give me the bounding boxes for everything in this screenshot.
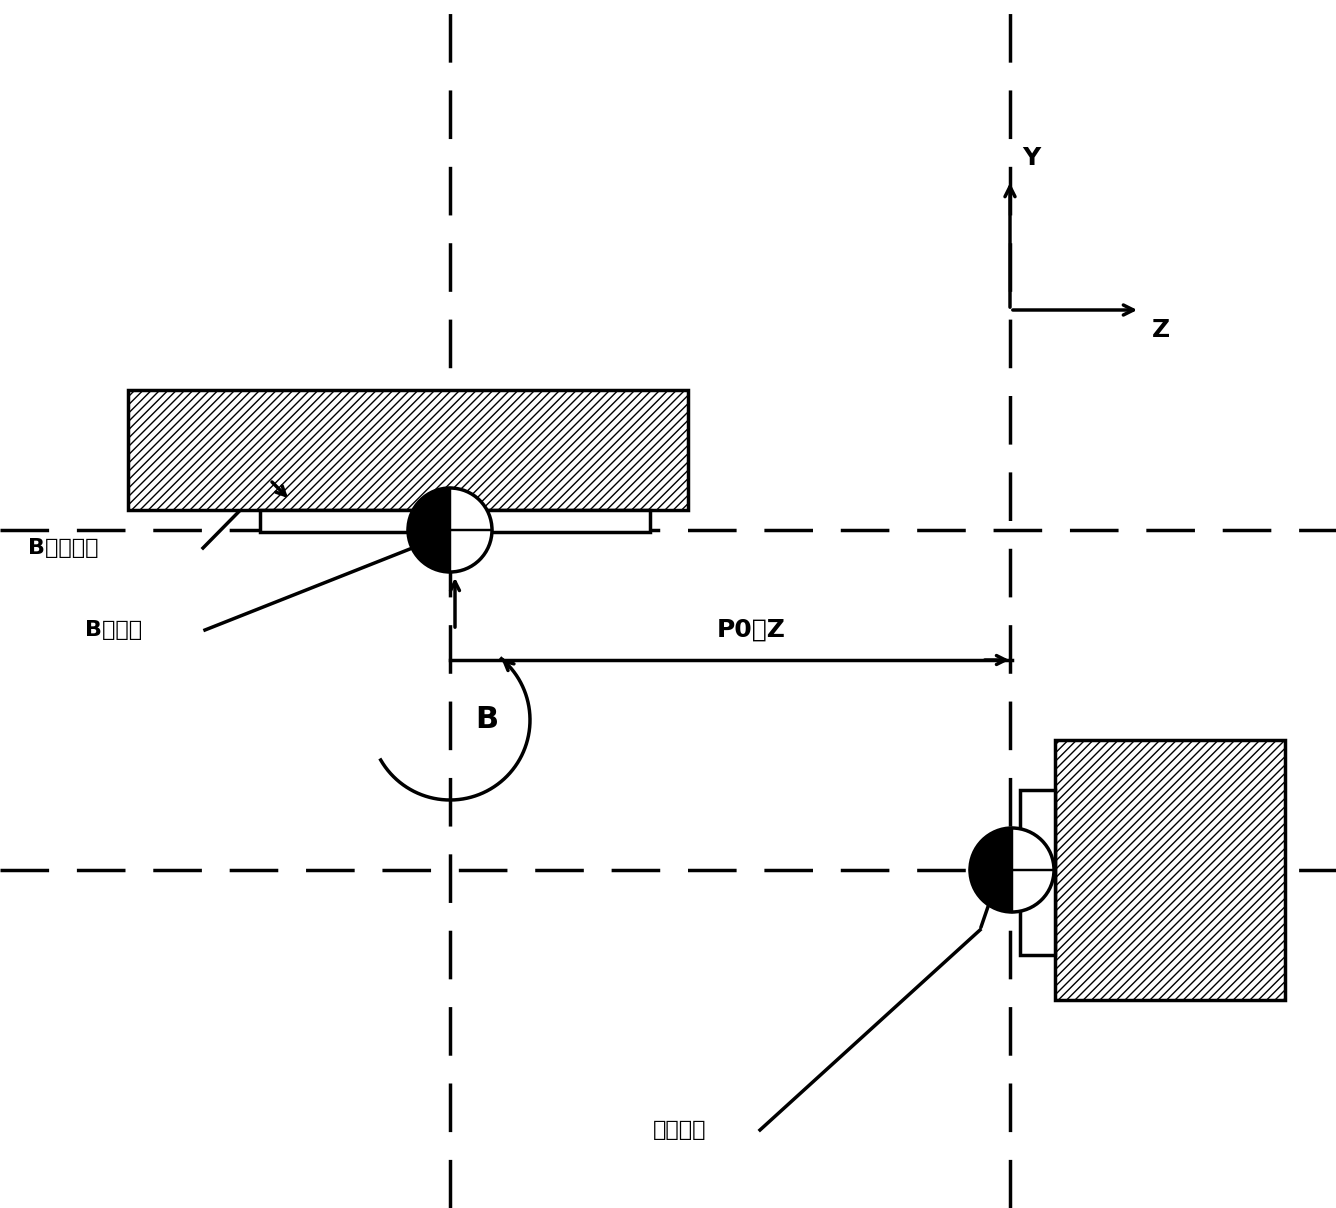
Text: Z: Z <box>1152 318 1170 342</box>
Bar <box>1019 790 1055 956</box>
Bar <box>1055 741 1285 1000</box>
Text: B轴工作台: B轴工作台 <box>28 538 99 558</box>
Circle shape <box>970 827 1054 912</box>
Bar <box>261 510 651 532</box>
Wedge shape <box>1011 827 1054 912</box>
Text: 主轴圆心: 主轴圆心 <box>653 1120 707 1140</box>
Text: B轴圆心: B轴圆心 <box>86 620 142 640</box>
Text: B: B <box>476 705 498 734</box>
Text: Y: Y <box>1022 146 1041 170</box>
Text: P0＿Z: P0＿Z <box>716 618 786 641</box>
Wedge shape <box>450 488 492 573</box>
Circle shape <box>407 488 492 573</box>
Bar <box>128 390 688 510</box>
